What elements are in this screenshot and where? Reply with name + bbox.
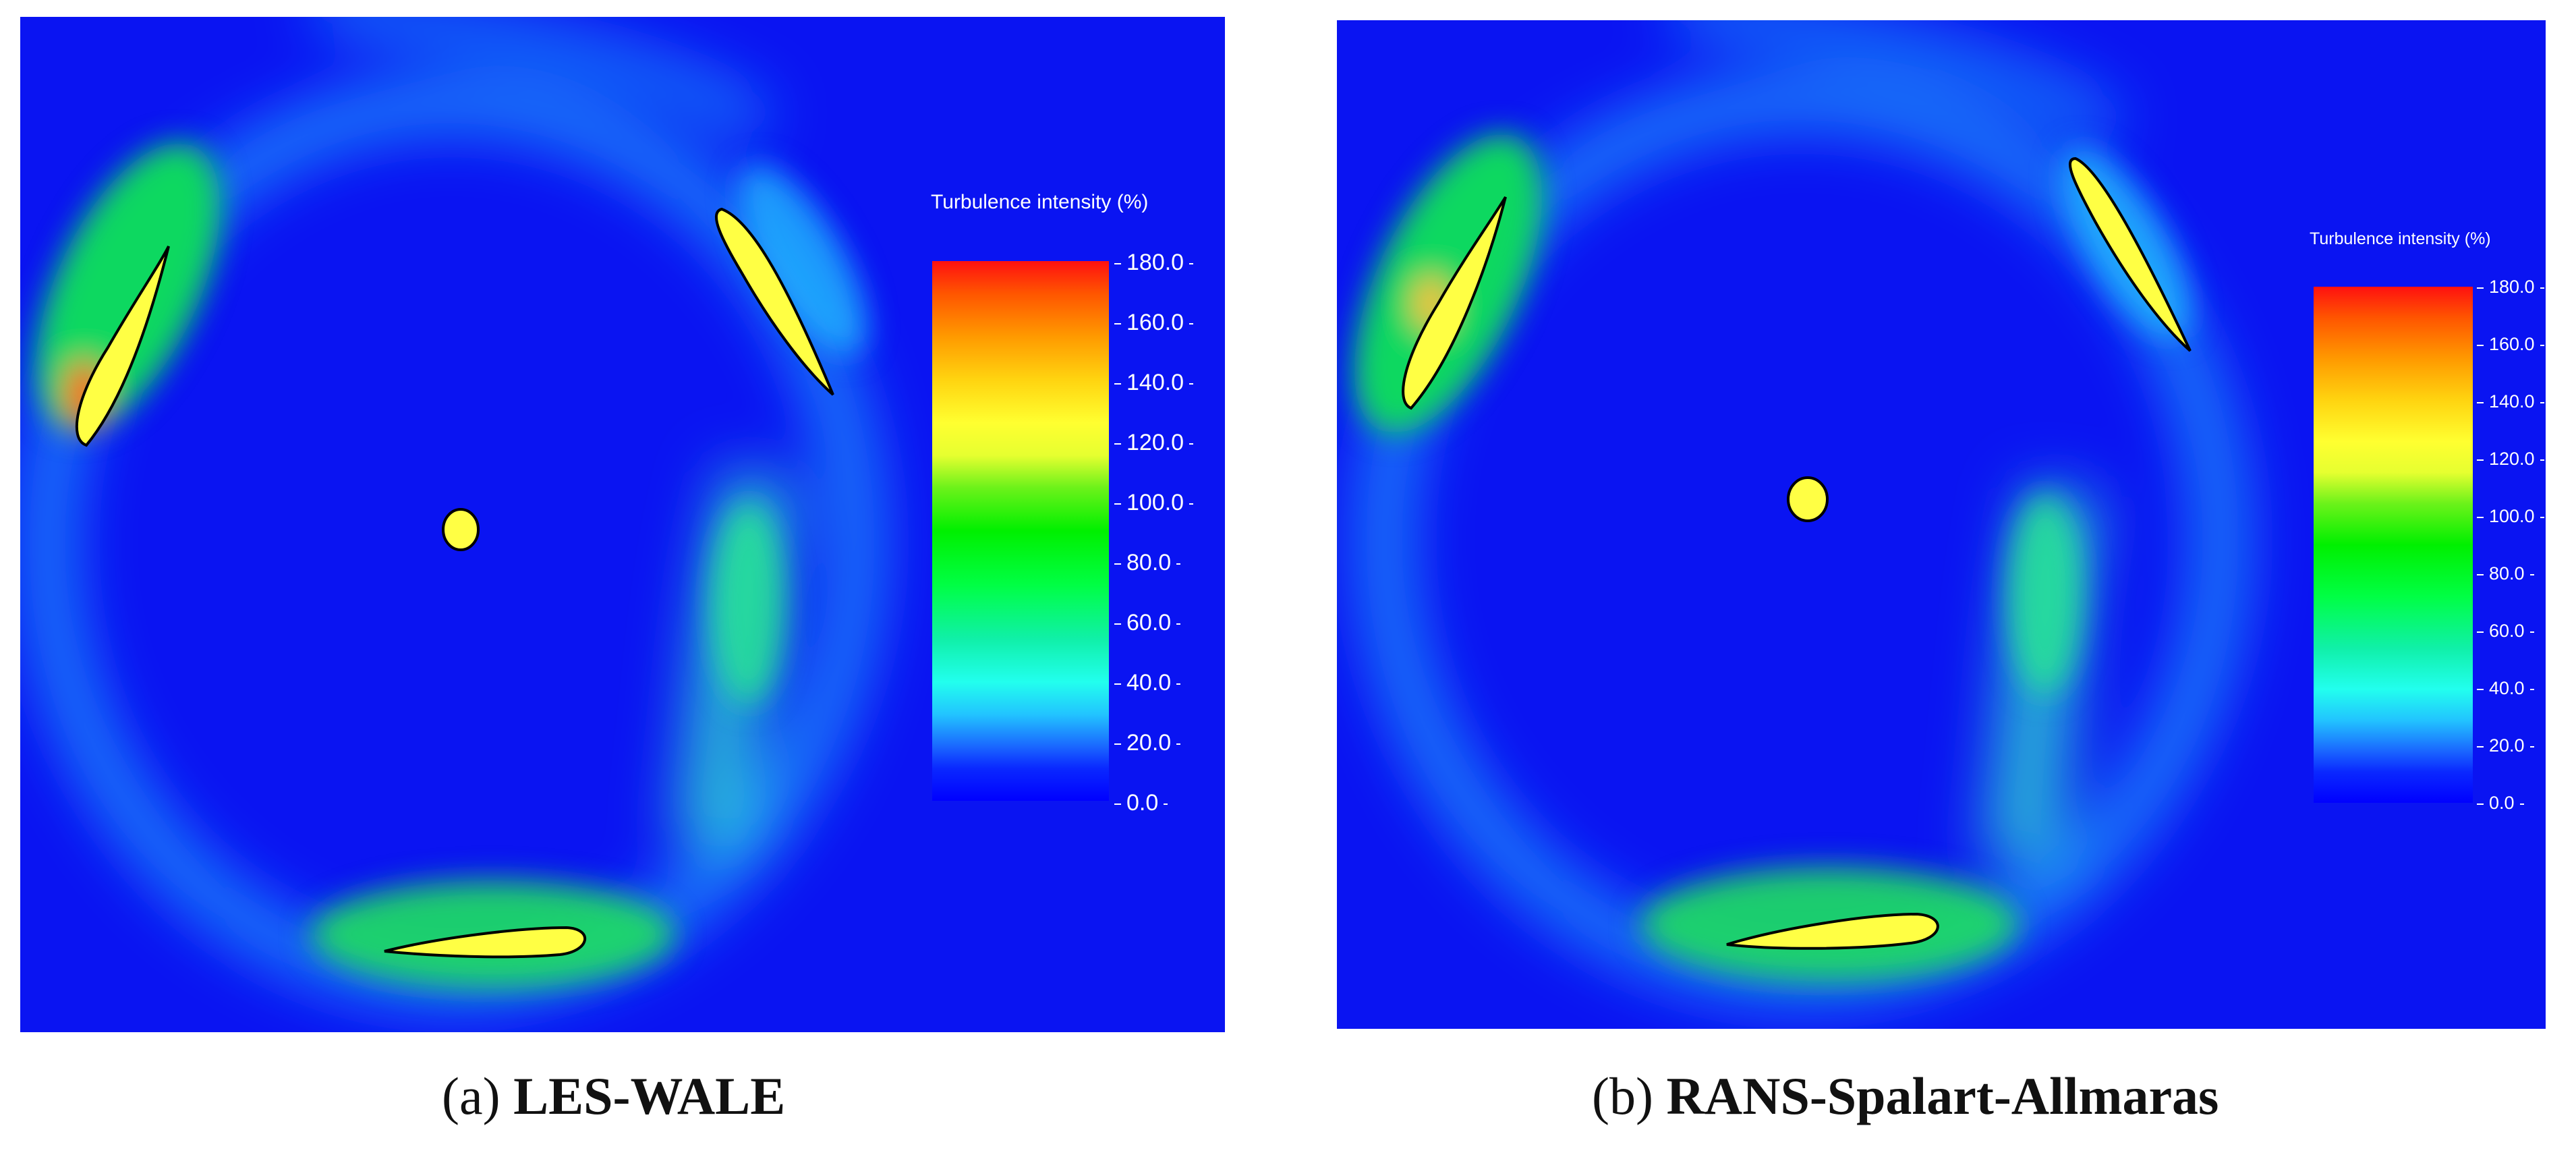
tick-label: 100.0 [1114,490,1193,516]
colorbar [932,261,1109,801]
contour-panel-les-wale: Turbulence intensity (%) 180.0 160.0 140… [20,17,1225,1032]
legend-title: Turbulence intensity (%) [2310,229,2491,248]
blade-right [715,207,834,396]
tick-label: 120.0 [1114,430,1193,456]
tick-label: 160.0 [2477,334,2544,355]
caption-letter: (b) [1592,1067,1653,1125]
caption-letter: (a) [442,1067,500,1125]
tick-label: 60.0 [2477,621,2534,642]
blade-bottom [1726,912,1939,950]
tick-label: 140.0 [1114,370,1193,396]
tick-label: 40.0 [2477,678,2534,699]
legend-title: Turbulence intensity (%) [931,191,1149,213]
tick-label: 180.0 [2477,277,2544,298]
contour-panel-rans-spalart-allmaras: Turbulence intensity (%) 180.0 160.0 140… [1337,20,2546,1029]
blade-bottom [384,926,587,959]
turbulence-field-plot [24,17,880,1005]
tick-label: 0.0 [1114,790,1168,816]
tick-label: 80.0 [1114,550,1180,576]
colorbar [2314,287,2473,803]
central-shaft [1787,476,1829,522]
tick-label: 20.0 [1114,730,1180,756]
tick-label: 180.0 [1114,250,1193,276]
caption-label: LES-WALE [513,1067,786,1125]
caption-b: (b) RANS-Spalart-Allmaras [1592,1066,2219,1127]
blade-left [75,246,170,447]
tick-label: 0.0 [2477,793,2524,814]
tick-label: 40.0 [1114,670,1180,696]
tick-label: 20.0 [2477,735,2534,756]
blade-left [1402,196,1507,410]
tick-label: 60.0 [1114,610,1180,636]
tick-label: 140.0 [2477,391,2544,412]
tick-label: 120.0 [2477,449,2544,470]
tick-label: 100.0 [2477,506,2544,527]
tick-label: 160.0 [1114,310,1193,336]
caption-a: (a) LES-WALE [442,1066,785,1127]
blade-right [2069,157,2192,352]
caption-label: RANS-Spalart-Allmaras [1666,1067,2219,1125]
central-shaft [442,508,480,551]
tick-label: 80.0 [2477,563,2534,584]
turbulence-field-plot [1354,20,2244,1002]
